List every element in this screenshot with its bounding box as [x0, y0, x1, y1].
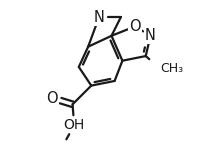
Text: O: O: [129, 19, 141, 34]
Text: CH₃: CH₃: [160, 62, 183, 75]
Text: O: O: [47, 91, 58, 106]
Text: N: N: [145, 28, 156, 43]
Text: N: N: [94, 10, 104, 25]
Text: OH: OH: [64, 118, 85, 132]
